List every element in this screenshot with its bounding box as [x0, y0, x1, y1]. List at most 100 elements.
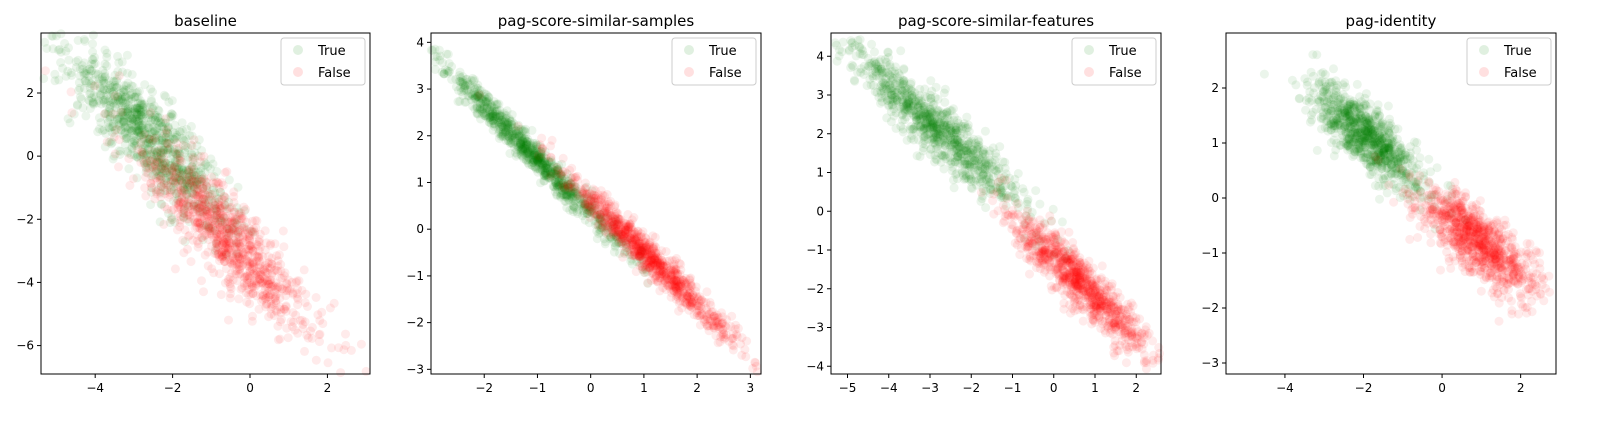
- scatter-point-false: [174, 198, 184, 208]
- scatter-point-true: [123, 148, 133, 158]
- scatter-point-true: [163, 122, 173, 132]
- scatter-point-true: [140, 129, 150, 138]
- scatter-point-true: [98, 65, 108, 75]
- scatter-point-true: [143, 145, 153, 154]
- scatter-point-true: [120, 128, 130, 138]
- scatter-point-false: [265, 240, 275, 250]
- scatter-point-true: [176, 176, 186, 186]
- scatter-point-false: [643, 278, 653, 288]
- scatter-point-true: [120, 111, 130, 121]
- scatter-point-true: [188, 180, 198, 190]
- scatter-point-true: [88, 80, 98, 90]
- scatter-point-false: [193, 184, 202, 194]
- scatter-point-true: [177, 126, 187, 136]
- scatter-point-true: [484, 92, 494, 102]
- scatter-point-true: [204, 195, 214, 204]
- scatter-point-true: [203, 162, 213, 171]
- scatter-point-true: [138, 120, 148, 130]
- scatter-point-false: [716, 332, 726, 342]
- scatter-point-true: [75, 64, 85, 74]
- scatter-point-true: [159, 136, 168, 146]
- scatter-point-false: [287, 322, 297, 332]
- scatter-point-true: [202, 205, 212, 215]
- y-tick-label: −1: [406, 269, 424, 283]
- scatter-point-true: [133, 92, 143, 102]
- scatter-point-true: [147, 96, 156, 106]
- scatter-point-true: [883, 48, 893, 57]
- scatter-point-true: [131, 126, 141, 135]
- scatter-point-true: [118, 117, 128, 127]
- scatter-point-true: [161, 132, 171, 142]
- scatter-point-true: [129, 116, 138, 126]
- scatter-point-true: [168, 127, 178, 137]
- scatter-point-true: [157, 135, 167, 145]
- scatter-point-true: [981, 203, 991, 213]
- scatter-point-false: [266, 279, 276, 289]
- y-tick-label: 1: [416, 175, 424, 189]
- scatter-point-true: [169, 185, 179, 195]
- scatter-point-true: [178, 165, 188, 175]
- scatter-point-false: [307, 334, 317, 343]
- scatter-point-true: [135, 103, 145, 113]
- scatter-point-true: [183, 182, 193, 192]
- scatter-point-true: [203, 222, 213, 232]
- scatter-point-true: [179, 208, 189, 218]
- scatter-point-false: [276, 266, 286, 276]
- scatter-point-true: [72, 100, 82, 110]
- scatter-point-true: [100, 73, 110, 82]
- scatter-point-true: [895, 71, 905, 81]
- scatter-point-true: [190, 148, 200, 158]
- scatter-point-true: [222, 224, 232, 234]
- scatter-point-true: [176, 127, 185, 137]
- scatter-point-false: [180, 193, 190, 203]
- scatter-point-true: [166, 138, 176, 148]
- scatter-point-true: [120, 123, 130, 132]
- scatter-point-true: [190, 176, 200, 186]
- scatter-point-true: [85, 64, 94, 74]
- scatter-point-true: [120, 140, 130, 150]
- scatter-point-true: [124, 164, 134, 174]
- scatter-point-false: [584, 201, 594, 211]
- scatter-point-false: [207, 230, 217, 240]
- scatter-point-true: [525, 145, 535, 155]
- scatter-point-false: [207, 241, 216, 251]
- scatter-point-false: [252, 239, 262, 249]
- scatter-point-false: [212, 239, 222, 249]
- scatter-point-true: [103, 123, 113, 132]
- scatter-point-true: [227, 224, 237, 233]
- scatter-point-true: [85, 64, 95, 74]
- scatter-point-true: [153, 113, 163, 123]
- scatter-point-true: [130, 108, 140, 117]
- scatter-point-false: [266, 290, 276, 300]
- scatter-point-true: [201, 220, 211, 230]
- scatter-point-false: [216, 222, 226, 232]
- scatter-point-true: [100, 142, 110, 152]
- scatter-point-true: [200, 167, 210, 177]
- scatter-point-true: [173, 146, 183, 156]
- scatter-point-true: [195, 180, 205, 190]
- scatter-point-true: [116, 110, 126, 120]
- scatter-point-true: [170, 128, 180, 138]
- scatter-point-false: [189, 183, 199, 193]
- scatter-point-true: [140, 149, 150, 159]
- scatter-point-true: [63, 114, 73, 124]
- scatter-point-true: [163, 146, 173, 156]
- scatter-point-false: [211, 238, 221, 248]
- scatter-point-false: [593, 190, 603, 200]
- scatter-point-true: [110, 128, 120, 138]
- scatter-point-false: [114, 71, 124, 81]
- scatter-point-false: [205, 223, 215, 233]
- scatter-point-true: [89, 99, 99, 109]
- scatter-point-true: [60, 39, 70, 48]
- scatter-point-false: [154, 145, 164, 155]
- scatter-point-false: [136, 157, 146, 167]
- scatter-point-true: [160, 145, 170, 155]
- x-tick-label: 0: [246, 381, 254, 395]
- scatter-point-true: [75, 83, 85, 93]
- scatter-point-true: [132, 114, 141, 124]
- scatter-point-false: [190, 205, 200, 214]
- scatter-point-true: [167, 214, 177, 224]
- y-tick-label: 2: [416, 129, 424, 143]
- scatter-point-false: [150, 194, 160, 204]
- scatter-point-false: [276, 273, 286, 283]
